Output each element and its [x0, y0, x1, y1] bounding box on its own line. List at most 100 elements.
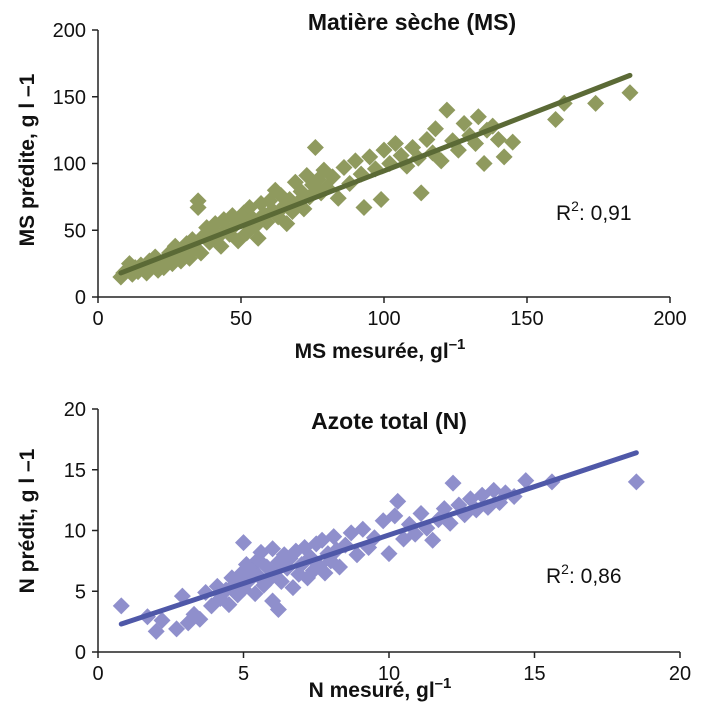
x-axis-label-main: MS mesurée, gl	[295, 340, 449, 363]
data-point	[432, 152, 450, 170]
chart-title: Matière sèche (MS)	[308, 9, 516, 35]
y-tick-label: 0	[75, 287, 86, 309]
chart-title: Azote total (N)	[311, 408, 467, 434]
data-point	[189, 199, 207, 217]
y-axis-ticks: 0 5 10 15 20	[64, 399, 98, 664]
r-squared-value: : 0,91	[579, 202, 632, 225]
x-tick-label: 15	[523, 663, 545, 685]
data-point	[547, 110, 565, 128]
x-axis-label: MS mesurée, gl–1	[295, 336, 466, 363]
data-point	[489, 130, 507, 148]
data-point	[389, 492, 407, 510]
data-point	[284, 579, 302, 597]
data-point	[412, 184, 430, 202]
plot-area	[112, 72, 639, 286]
y-tick-label: 15	[64, 460, 86, 482]
data-point	[335, 159, 353, 177]
data-point	[191, 610, 209, 628]
data-point	[455, 114, 473, 132]
x-axis-ticks: 0 5 10 15 20	[92, 652, 691, 685]
y-tick-label: 0	[75, 642, 86, 664]
x-axis-label-exponent: –1	[449, 336, 466, 353]
data-point	[587, 94, 605, 112]
x-tick-label: 100	[367, 308, 400, 330]
data-point	[375, 141, 393, 159]
scatter-chart-ms: Matière sèche (MS) 0 50 100 150 200 0 50 100 15…	[16, 9, 687, 363]
data-point	[504, 133, 522, 151]
data-point	[621, 84, 639, 102]
data-point	[249, 229, 267, 247]
data-point	[444, 474, 462, 492]
data-point	[264, 540, 282, 558]
x-tick-label: 150	[510, 308, 543, 330]
data-point	[246, 585, 264, 603]
y-tick-label: 200	[53, 20, 86, 42]
r-squared-annotation: R2: 0,86	[546, 561, 622, 588]
x-tick-label: 0	[92, 308, 103, 330]
data-point	[192, 244, 210, 262]
data-point	[348, 546, 366, 564]
data-point	[278, 215, 296, 233]
data-point	[269, 600, 287, 618]
regression-line	[118, 450, 639, 627]
data-point	[386, 134, 404, 152]
y-tick-label: 10	[64, 521, 86, 543]
data-point	[172, 252, 190, 270]
data-point	[324, 168, 342, 186]
r-squared-annotation: R2: 0,91	[556, 198, 632, 225]
x-tick-label: 5	[238, 663, 249, 685]
y-tick-label: 150	[53, 87, 86, 109]
data-point	[517, 472, 535, 490]
data-point	[329, 189, 347, 207]
data-point	[235, 534, 252, 552]
data-point	[346, 152, 364, 170]
r-squared-exponent: 2	[571, 198, 579, 214]
data-point	[380, 545, 398, 563]
scatter-chart-n: Azote total (N) 0 5 10 15 20 0 5 10 15 20 N préd…	[16, 399, 691, 702]
x-tick-label: 10	[378, 663, 400, 685]
data-point	[355, 199, 373, 217]
y-axis-ticks: 0 50 100 150 200	[53, 20, 98, 309]
data-point	[354, 520, 372, 538]
data-point	[475, 155, 493, 172]
data-point	[424, 531, 442, 549]
x-tick-label: 50	[230, 308, 252, 330]
data-point	[325, 528, 343, 546]
data-point	[372, 191, 390, 209]
data-point	[212, 237, 230, 255]
data-point	[386, 507, 404, 525]
data-point	[361, 148, 379, 166]
x-tick-label: 20	[669, 663, 691, 685]
plot-area	[112, 450, 645, 640]
data-point	[272, 573, 290, 591]
r-squared-symbol: R	[556, 202, 571, 225]
data-point	[438, 101, 456, 119]
r-squared-symbol: R	[546, 565, 561, 588]
x-tick-label: 0	[92, 663, 103, 685]
x-axis-label: N mesuré, gl–1	[309, 675, 452, 702]
data-point	[456, 506, 474, 524]
data-point	[220, 596, 238, 614]
y-tick-label: 100	[53, 154, 86, 176]
y-tick-label: 5	[75, 581, 86, 603]
data-point	[316, 564, 334, 582]
x-axis-label-main: N mesuré, gl	[309, 679, 435, 702]
data-point	[412, 504, 430, 522]
data-point	[418, 130, 436, 148]
data-point	[243, 560, 261, 578]
x-tick-label: 200	[653, 308, 686, 330]
data-point	[485, 481, 503, 499]
r-squared-exponent: 2	[561, 561, 569, 577]
r-squared-value: : 0,86	[569, 565, 622, 588]
axis-lines	[97, 409, 680, 653]
y-axis-label: MS prédite, g l –1	[16, 73, 39, 246]
data-point	[112, 597, 130, 615]
data-point	[331, 558, 349, 576]
data-point	[441, 514, 459, 532]
x-axis-ticks: 0 50 100 150 200	[92, 297, 687, 330]
data-point	[168, 620, 186, 638]
data-point	[306, 138, 324, 156]
data-point	[627, 473, 645, 491]
regression-line	[118, 72, 633, 276]
